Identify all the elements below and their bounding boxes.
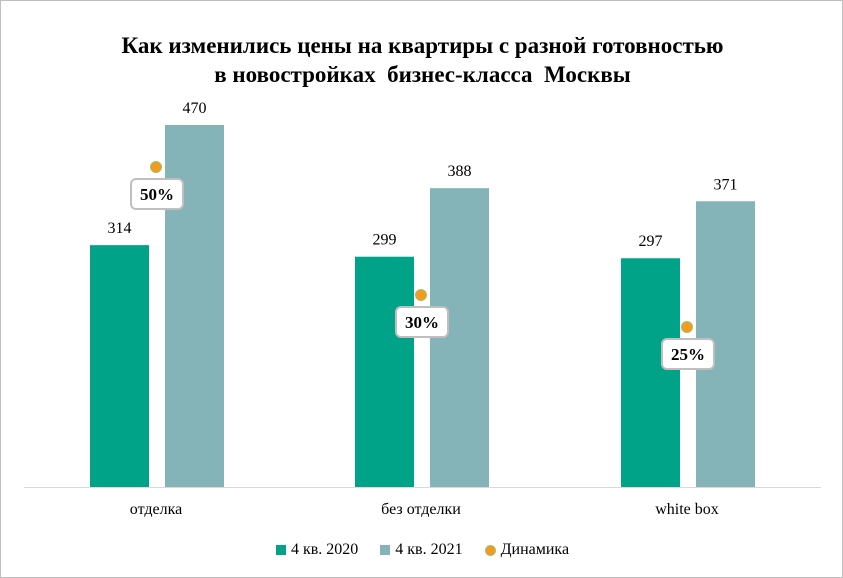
- x-tick-label: white box: [655, 501, 719, 518]
- data-label: 388: [448, 163, 472, 180]
- legend-item-2021[interactable]: 4 кв. 2021: [380, 541, 463, 559]
- bar-2020: [90, 245, 149, 487]
- legend: 4 кв. 2020 4 кв. 2021 Динамика: [1, 541, 842, 559]
- data-label: 470: [183, 100, 207, 117]
- title-line-1: Как изменились цены на квартиры с разной…: [121, 33, 724, 58]
- dynamics-label-box: [661, 338, 715, 370]
- dynamics-point: [415, 289, 427, 301]
- data-label: 371: [714, 176, 738, 193]
- dynamics-label: 25%: [671, 345, 705, 364]
- data-label: 297: [639, 233, 663, 250]
- legend-item-2020[interactable]: 4 кв. 2020: [275, 541, 359, 559]
- legend-swatch-2020: [275, 545, 286, 555]
- legend-dot-icon: [484, 544, 496, 556]
- legend-item-dynamics[interactable]: Динамика: [484, 541, 570, 559]
- data-label: 314: [108, 220, 132, 237]
- data-label: 299: [373, 232, 397, 249]
- dynamics-label: 30%: [405, 313, 439, 332]
- dynamics-point: [681, 321, 693, 333]
- dynamics-label: 50%: [140, 185, 174, 204]
- legend-label: Динамика: [500, 541, 570, 558]
- dynamics-point: [150, 161, 162, 173]
- legend-label: 4 кв. 2020: [290, 541, 359, 558]
- title-line-2: в новостройках бизнес-класса Москвы: [214, 62, 631, 87]
- x-tick-label: без отделки: [381, 501, 461, 518]
- chart-title: Как изменились цены на квартиры с разной…: [1, 31, 842, 89]
- legend-label: 4 кв. 2021: [395, 541, 463, 558]
- x-tick-label: отделка: [130, 501, 182, 518]
- bar-2020: [621, 258, 680, 487]
- legend-swatch-2021: [380, 545, 391, 555]
- bar-2020: [355, 256, 414, 487]
- dynamics-label-box: [130, 178, 184, 210]
- dynamics-label-box: [395, 306, 449, 338]
